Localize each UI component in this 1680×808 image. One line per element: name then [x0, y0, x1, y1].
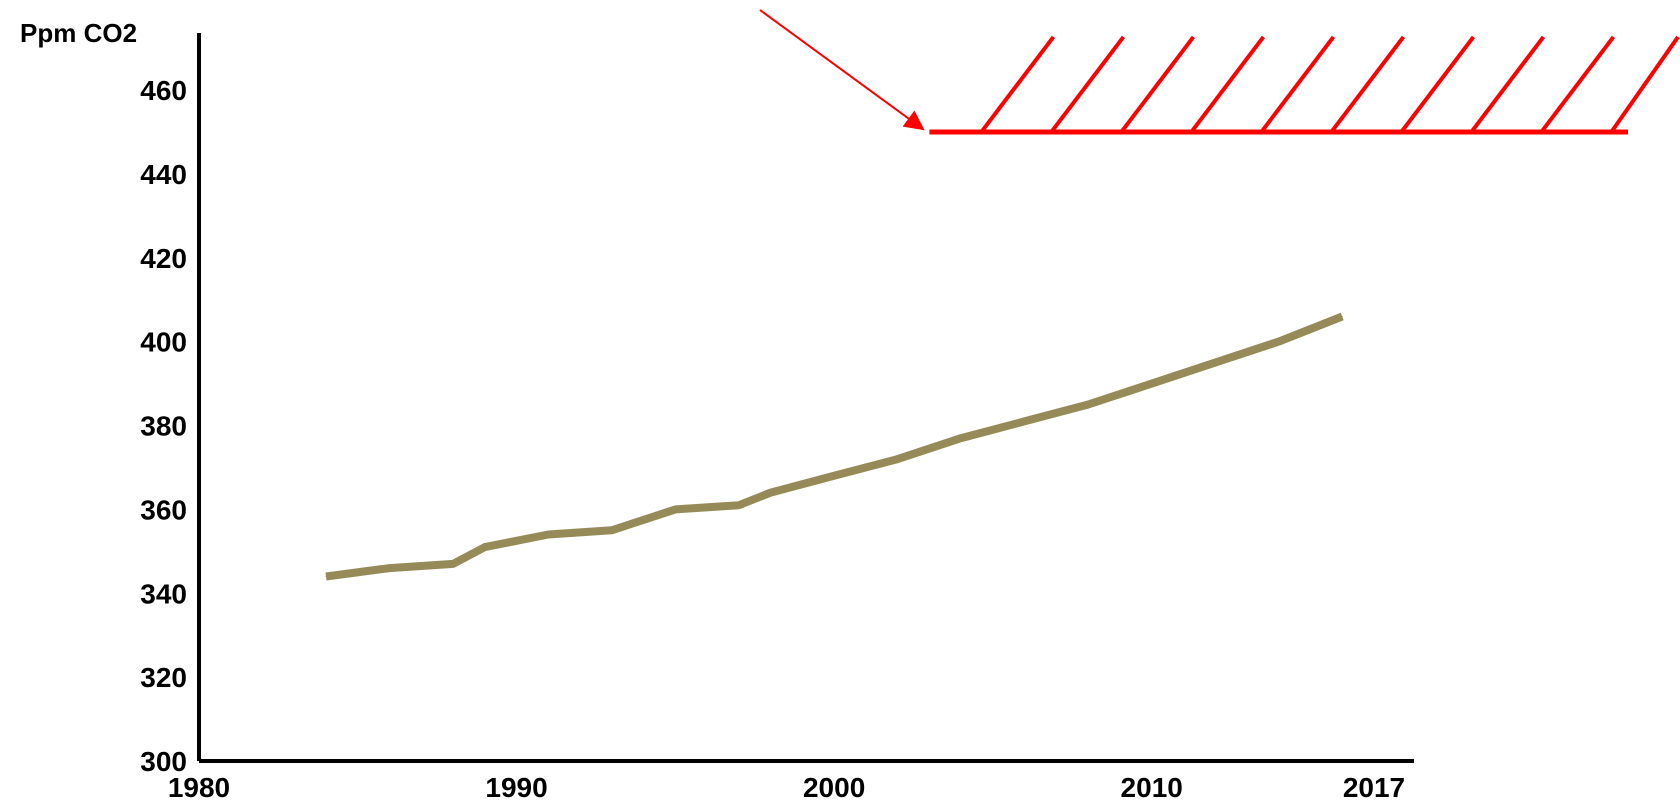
- data-point: [833, 475, 835, 477]
- y-tick-label: 400: [140, 327, 187, 358]
- data-point: [674, 508, 676, 510]
- y-tick-label: 320: [140, 662, 187, 693]
- data-point: [484, 546, 486, 548]
- threshold-hatch: [1539, 35, 1615, 134]
- x-tick-label: 1980: [168, 772, 230, 803]
- threshold-hatch: [979, 35, 1055, 134]
- y-axis-label: Ppm CO2: [20, 18, 137, 48]
- data-point: [611, 529, 613, 531]
- data-point: [452, 563, 454, 565]
- data-point: [547, 534, 549, 536]
- data-point: [960, 437, 962, 439]
- data-point: [738, 504, 740, 506]
- data-point: [1341, 315, 1343, 317]
- series-group: [325, 312, 1344, 581]
- y-tick-label: 380: [140, 411, 187, 442]
- data-point: [1024, 420, 1026, 422]
- data-point: [1214, 362, 1216, 364]
- threshold-hatch: [1189, 35, 1265, 134]
- data-point: [897, 458, 899, 460]
- threshold-group: [759, 9, 1680, 135]
- y-tick-label: 420: [140, 243, 187, 274]
- threshold-hatch: [1469, 35, 1545, 134]
- data-point: [389, 567, 391, 569]
- y-tick-label: 300: [140, 746, 187, 777]
- threshold-hatch: [1609, 35, 1680, 134]
- x-tick-label: 2000: [803, 772, 865, 803]
- y-tick-label: 460: [140, 75, 187, 106]
- x-tick-label: 1990: [485, 772, 547, 803]
- threshold-hatch: [1049, 35, 1125, 134]
- data-point: [1278, 341, 1280, 343]
- x-tick-labels: 1980 1990 2000 2010 2017: [168, 772, 1405, 803]
- y-tick-labels: 300 320 340 360 380 400 420 440 460: [140, 75, 187, 777]
- threshold-hatch: [1119, 35, 1195, 134]
- y-tick-label: 440: [140, 159, 187, 190]
- threshold-arrow: [759, 9, 925, 131]
- data-point: [1087, 404, 1089, 406]
- threshold-hatch: [1259, 35, 1335, 134]
- y-tick-label: 340: [140, 578, 187, 609]
- data-point: [325, 575, 327, 577]
- x-tick-label: 2010: [1121, 772, 1183, 803]
- data-point: [1151, 383, 1153, 385]
- x-tick-label: 2017: [1343, 772, 1405, 803]
- threshold-hatch: [1329, 35, 1405, 134]
- threshold-hatch: [1399, 35, 1475, 134]
- data-point: [770, 492, 772, 494]
- series-line: [325, 312, 1344, 581]
- y-tick-label: 360: [140, 494, 187, 525]
